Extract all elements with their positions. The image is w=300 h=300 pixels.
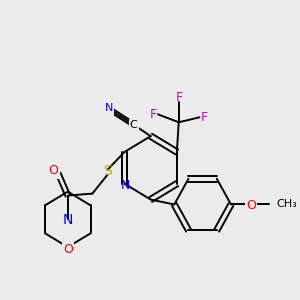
Text: F: F <box>150 108 157 121</box>
Text: C: C <box>130 120 137 130</box>
Text: CH₃: CH₃ <box>276 200 297 209</box>
Text: O: O <box>49 164 58 177</box>
Text: F: F <box>201 111 208 124</box>
Text: S: S <box>103 164 112 178</box>
Text: N: N <box>63 213 73 227</box>
Text: O: O <box>63 243 73 256</box>
Text: N: N <box>105 103 113 113</box>
Text: O: O <box>246 199 256 212</box>
Text: N: N <box>121 179 130 192</box>
Text: F: F <box>176 91 183 104</box>
